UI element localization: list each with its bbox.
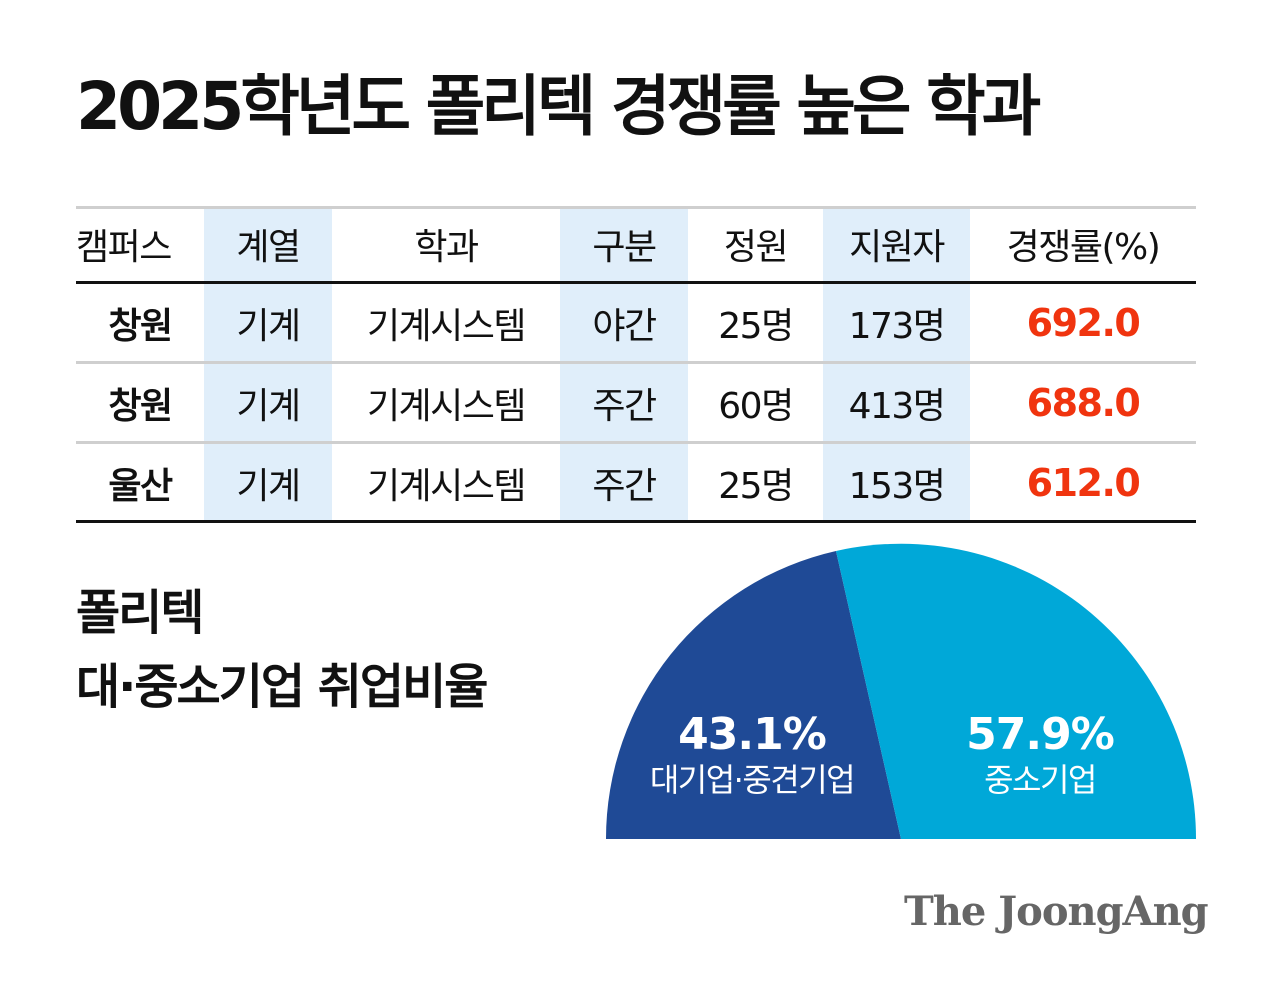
cell-applicants: 173명 — [848, 306, 946, 347]
header-department: 학과 — [414, 226, 479, 268]
slice-label-sme: 57.9% 중소기업 — [920, 710, 1160, 800]
slice-label-large-company: 43.1% 대기업·중견기업 — [612, 710, 892, 800]
table-row: 창원 기계 기계시스템 야간 25명 173명 692.0 — [76, 284, 1196, 362]
slice-name: 대기업·중견기업 — [649, 761, 856, 799]
table-bottom-rule — [76, 520, 1196, 523]
cell-quota: 25명 — [718, 306, 794, 347]
slice-sme — [836, 543, 1196, 839]
chart-title: 폴리텍 대·중소기업 취업비율 — [76, 576, 488, 724]
cell-department: 기계시스템 — [366, 466, 527, 507]
slice-value: 43.1% — [678, 709, 827, 760]
cell-department: 기계시스템 — [366, 386, 527, 427]
header-rate: 경쟁률(%) — [1006, 226, 1161, 268]
cell-applicants: 413명 — [848, 386, 946, 427]
cell-type: 주간 — [592, 386, 657, 427]
cell-campus: 울산 — [108, 466, 173, 507]
cell-quota: 25명 — [718, 466, 794, 507]
table-row: 창원 기계 기계시스템 주간 60명 413명 688.0 — [76, 364, 1196, 442]
chart-title-line2: 대·중소기업 취업비율 — [76, 659, 488, 715]
chart-title-line1: 폴리텍 — [76, 585, 204, 641]
cell-campus: 창원 — [108, 306, 173, 347]
row-divider — [76, 441, 1196, 444]
slice-value: 57.9% — [966, 709, 1115, 760]
table-header-row: 캠퍼스 계열 학과 구분 정원 지원자 경쟁률(%) — [76, 206, 1196, 281]
page-title: 2025학년도 폴리텍 경쟁률 높은 학과 — [76, 68, 1041, 145]
slice-name: 중소기업 — [984, 761, 1097, 799]
publisher-logo: The JoongAng — [904, 888, 1209, 935]
table-row: 울산 기계 기계시스템 주간 25명 153명 612.0 — [76, 444, 1196, 522]
cell-rate: 688.0 — [1026, 381, 1141, 425]
cell-quota: 60명 — [718, 386, 794, 427]
cell-series: 기계 — [236, 306, 301, 347]
cell-type: 야간 — [592, 306, 657, 347]
cell-applicants: 153명 — [848, 466, 946, 507]
slice-large-company — [605, 551, 901, 839]
column-highlight-series — [204, 206, 332, 522]
header-type: 구분 — [592, 226, 657, 268]
cell-campus: 창원 — [108, 386, 173, 427]
column-highlight-type — [560, 206, 688, 522]
cell-department: 기계시스템 — [366, 306, 527, 347]
row-divider — [76, 361, 1196, 364]
cell-rate: 692.0 — [1026, 301, 1141, 345]
cell-type: 주간 — [592, 466, 657, 507]
table-top-rule — [76, 206, 1196, 209]
header-quota: 정원 — [723, 226, 789, 268]
cell-rate: 612.0 — [1026, 461, 1141, 505]
header-campus: 캠퍼스 — [76, 226, 172, 268]
header-series: 계열 — [236, 226, 301, 268]
column-highlight-applicants — [823, 206, 970, 522]
cell-series: 기계 — [236, 466, 301, 507]
header-applicants: 지원자 — [849, 226, 945, 268]
cell-series: 기계 — [236, 386, 301, 427]
table-header-rule — [76, 281, 1196, 284]
